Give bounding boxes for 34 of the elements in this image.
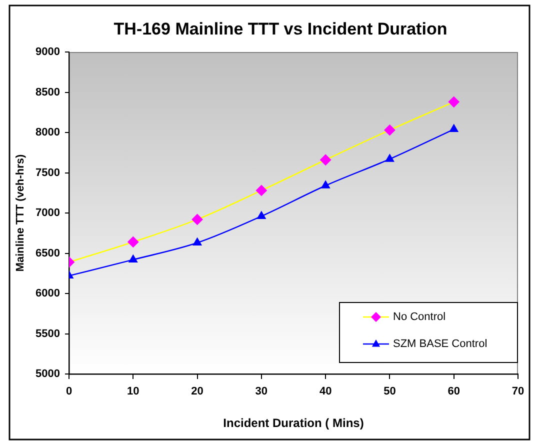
x-tick-label: 30 [255, 386, 268, 398]
x-tick-label: 40 [319, 386, 332, 398]
x-tick-label: 20 [191, 386, 204, 398]
legend-label: SZM BASE Control [393, 338, 488, 350]
point [257, 211, 266, 219]
x-tick-label: 50 [384, 386, 396, 398]
x-axis-title: Incident Duration ( Mins) [223, 416, 364, 430]
y-tick-label: 7000 [36, 207, 60, 220]
y-tick-label: 6500 [36, 247, 60, 260]
point [384, 124, 396, 136]
x-tick-label: 70 [512, 386, 524, 398]
y-tick-label: 5000 [36, 368, 60, 380]
point [385, 154, 394, 162]
y-axis-title: Mainline TTT (veh-hrs) [14, 154, 27, 272]
y-tick-label: 9000 [36, 46, 60, 58]
point [449, 124, 458, 132]
y-tick-label: 8500 [36, 86, 60, 98]
y-tick-label: 6000 [36, 288, 60, 300]
point [192, 214, 203, 225]
x-tick-label: 0 [66, 386, 72, 398]
point [128, 254, 138, 262]
point [321, 180, 330, 188]
point [192, 238, 202, 246]
legend-label: No Control [393, 311, 446, 324]
point [448, 96, 460, 108]
y-tick-label: 8000 [36, 126, 60, 139]
point [320, 154, 332, 166]
x-tick-label: 10 [127, 386, 140, 398]
y-tick-label: 5500 [36, 328, 60, 340]
x-tick-label: 60 [448, 386, 460, 398]
y-tick-label: 7500 [36, 166, 60, 179]
chart-title: TH-169 Mainline TTT vs Incident Duration [114, 20, 448, 39]
point [128, 236, 139, 248]
point [256, 184, 267, 196]
